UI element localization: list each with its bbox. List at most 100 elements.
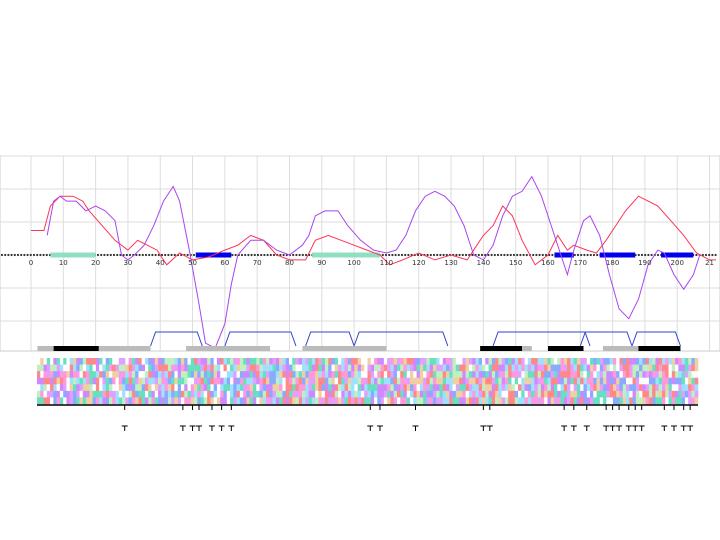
alignment-cell: [230, 364, 234, 372]
track-bar: [53, 346, 99, 351]
alignment-cell: [563, 390, 568, 398]
alignment-cell: [89, 364, 93, 372]
alignment-cell: [367, 397, 372, 405]
alignment-cell: [629, 371, 633, 379]
alignment-cell: [171, 390, 175, 398]
alignment-cell: [92, 384, 97, 392]
alignment-cell: [436, 390, 440, 398]
alignment-cell: [95, 384, 100, 392]
alignment-cell: [321, 358, 326, 365]
alignment-cell: [239, 384, 244, 392]
alignment-cell: [236, 384, 241, 392]
baseline-dot: [461, 253, 464, 257]
alignment-cell: [92, 358, 97, 365]
alignment-cell: [357, 384, 362, 392]
alignment-cell: [63, 364, 67, 372]
alignment-cell: [275, 390, 280, 398]
alignment-cell: [537, 358, 542, 365]
alignment-cell: [315, 371, 319, 379]
alignment-cell: [501, 364, 506, 372]
alignment-cell: [606, 390, 610, 398]
alignment-cell: [632, 397, 637, 405]
alignment-cell: [511, 390, 516, 398]
alignment-cell: [53, 390, 57, 398]
alignment-cell: [275, 384, 280, 392]
alignment-cell: [635, 377, 640, 385]
alignment-cell: [295, 397, 300, 405]
baseline-dot: [596, 253, 599, 257]
alignment-cell: [50, 397, 54, 405]
alignment-cell: [655, 384, 660, 392]
alignment-cell: [557, 377, 561, 385]
alignment-cell: [239, 364, 244, 372]
alignment-cell: [207, 358, 211, 365]
alignment-cell: [236, 390, 241, 398]
alignment-cell: [521, 364, 525, 372]
alignment-cell: [465, 390, 470, 398]
alignment-cell: [243, 377, 247, 385]
alignment-cell: [396, 371, 401, 379]
alignment-cell: [144, 390, 149, 398]
alignment-cell: [180, 397, 185, 405]
annotation-track: [37, 331, 681, 351]
alignment-cell: [518, 384, 522, 392]
baseline-dot: [391, 253, 394, 257]
alignment-cell: [302, 390, 306, 398]
alignment-cell: [380, 397, 385, 405]
alignment-cell: [511, 371, 516, 379]
alignment-cell: [576, 384, 581, 392]
marker-row: [121, 405, 694, 431]
alignment-cell: [154, 384, 159, 392]
alignment-cell: [495, 384, 499, 392]
alignment-cell: [446, 377, 450, 385]
alignment-cell: [550, 397, 555, 405]
alignment-cell: [66, 377, 71, 385]
alignment-cell: [302, 358, 306, 365]
alignment-cell: [177, 377, 182, 385]
alignment-cell: [367, 377, 372, 385]
alignment-cell: [491, 377, 496, 385]
alignment-cell: [230, 371, 234, 379]
alignment-cell: [334, 364, 339, 372]
marker-glyph: [121, 425, 128, 431]
alignment-cell: [122, 397, 126, 405]
alignment-cell: [573, 397, 578, 405]
alignment-cell: [105, 358, 110, 365]
alignment-cell: [275, 397, 280, 405]
alignment-cell: [279, 390, 283, 398]
alignment-cell: [220, 371, 224, 379]
alignment-cell: [452, 397, 457, 405]
alignment-cell: [161, 364, 165, 372]
alignment-cell: [390, 358, 394, 365]
baseline-dot: [551, 253, 554, 257]
alignment-cell: [684, 377, 689, 385]
baseline-dot: [240, 253, 244, 257]
alignment-cell: [400, 390, 404, 398]
alignment-cell: [282, 377, 286, 385]
alignment-cell: [122, 377, 126, 385]
alignment-cell: [593, 390, 597, 398]
alignment-cell: [144, 377, 149, 385]
alignment-cell: [452, 390, 457, 398]
alignment-cell: [540, 390, 545, 398]
alignment-cell: [138, 358, 143, 365]
baseline-dot: [455, 253, 458, 257]
alignment-cell: [318, 377, 322, 385]
alignment-cell: [158, 390, 162, 398]
alignment-cell: [115, 397, 120, 405]
alignment-cell: [573, 371, 578, 379]
alignment-cell: [216, 371, 221, 379]
alignment-cell: [658, 390, 663, 398]
alignment-cell: [475, 364, 480, 372]
alignment-cell: [377, 364, 381, 372]
alignment-cell: [462, 364, 466, 372]
alignment-cell: [583, 397, 588, 405]
alignment-cell: [308, 397, 313, 405]
alignment-cell: [357, 390, 362, 398]
alignment-cell: [452, 364, 457, 372]
alignment-cell: [544, 358, 548, 365]
alignment-cell: [423, 397, 427, 405]
alignment-cell: [557, 390, 561, 398]
alignment-cell: [233, 364, 237, 372]
